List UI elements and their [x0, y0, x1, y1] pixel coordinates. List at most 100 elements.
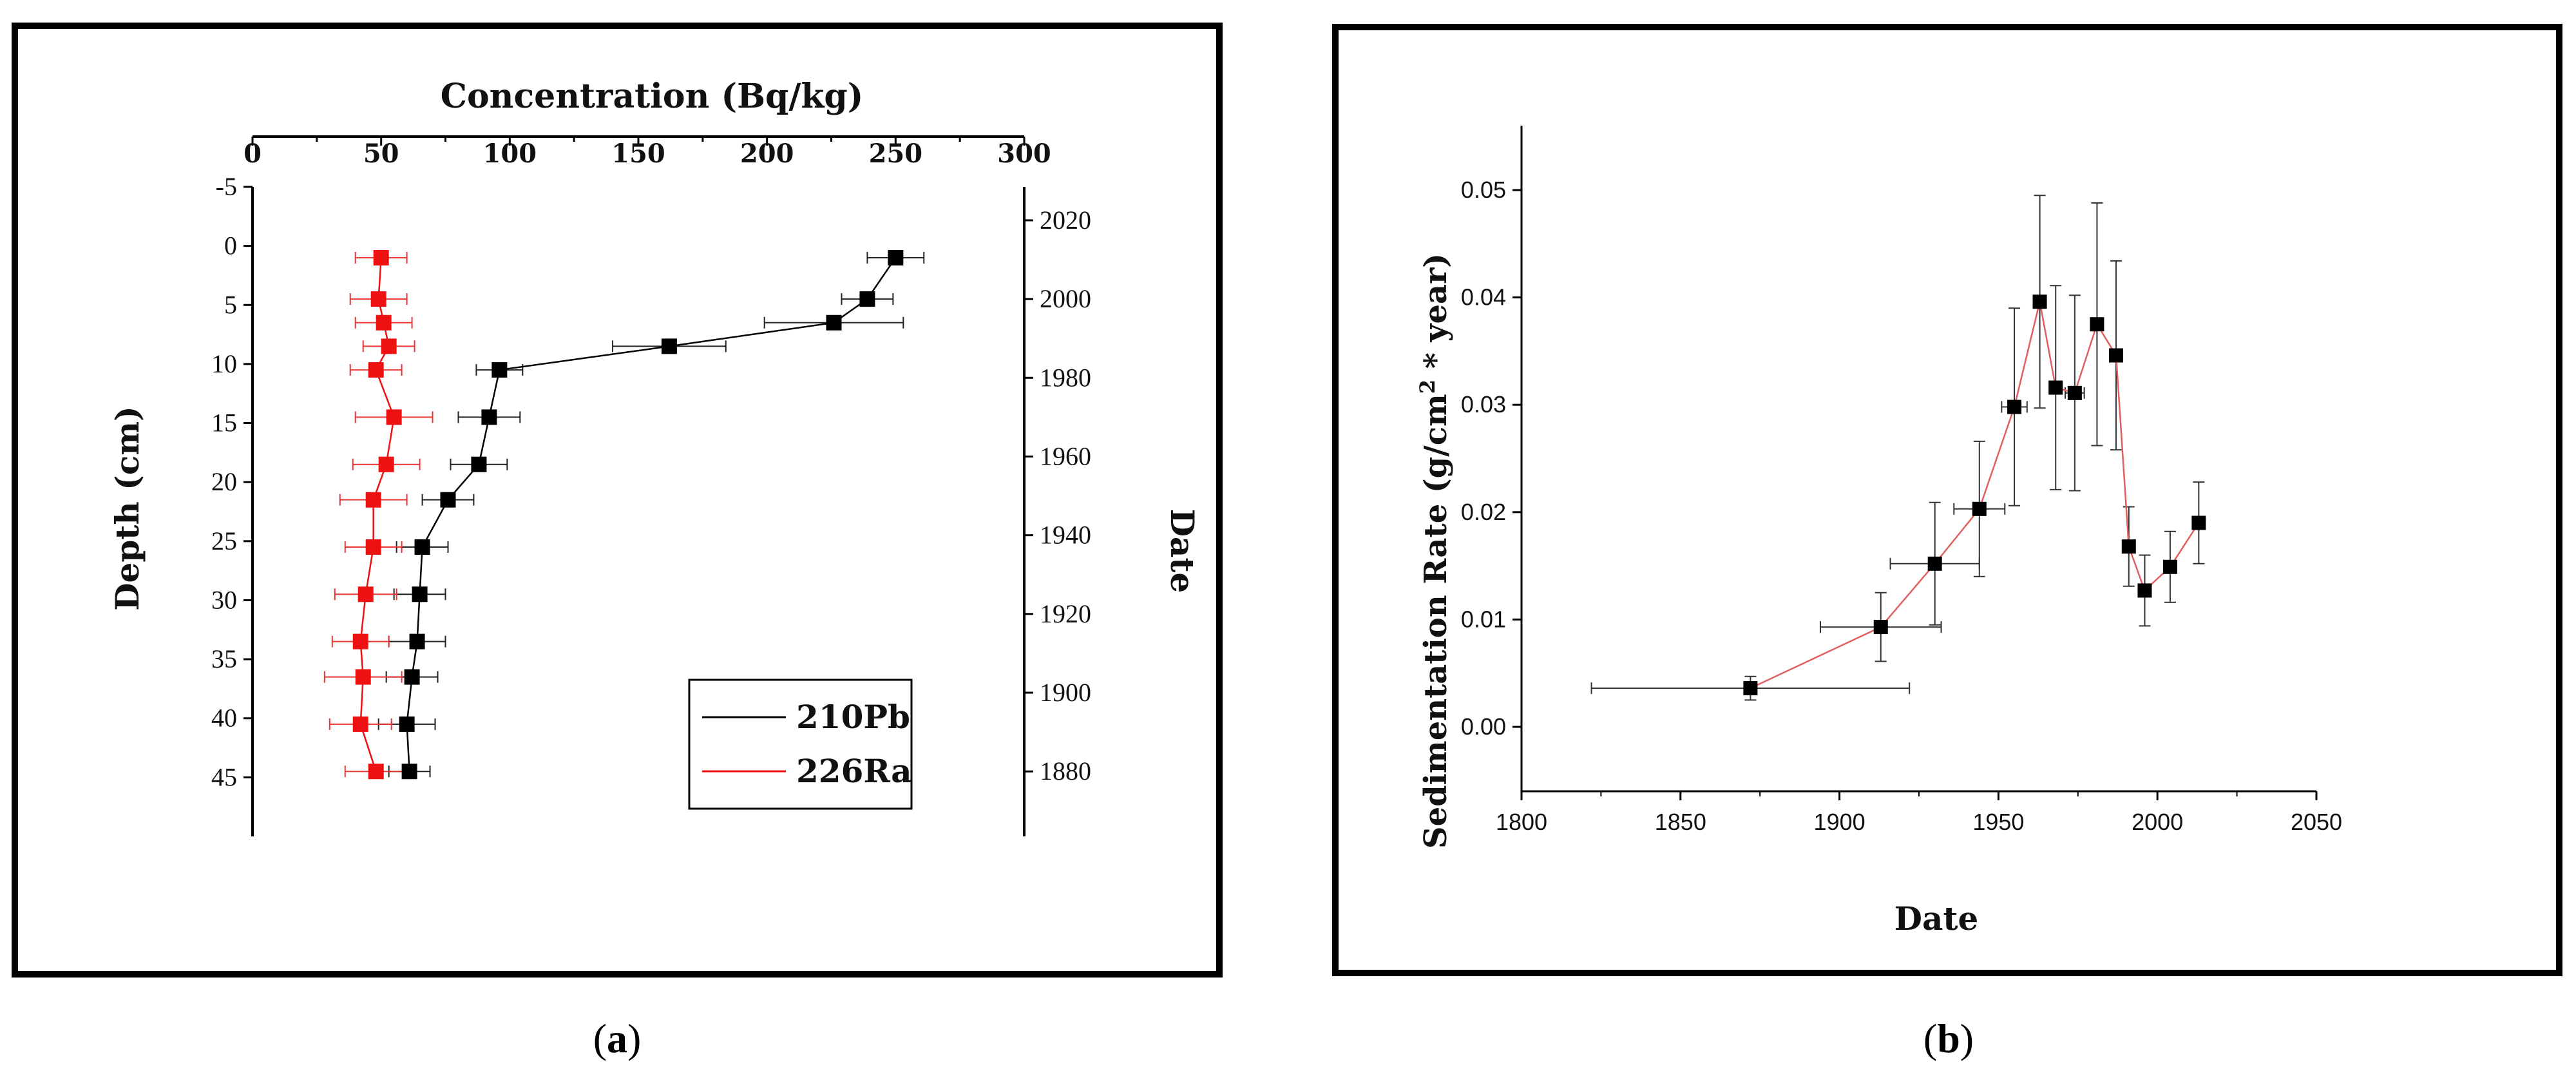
- panel-a-right-tick-label: 1960: [1040, 441, 1091, 470]
- panel-a-x-tick-label: 50: [363, 139, 399, 169]
- panel-b-y-tick-label: 0.01: [1461, 606, 1506, 632]
- data-point: [2162, 559, 2177, 574]
- caption-b-letter: b: [1937, 1016, 1960, 1061]
- data-point: [1743, 681, 1758, 696]
- panel-a-right-tick-label: 1980: [1040, 363, 1091, 392]
- panel-a-y-tick-label: 30: [211, 585, 237, 614]
- data-point-210pb: [471, 456, 487, 472]
- data-point-210pb: [888, 249, 904, 265]
- panel-b-x-tick-label: 1800: [1496, 809, 1547, 835]
- panel-a-y-tick-label: 20: [211, 467, 237, 496]
- caption-b-close: ): [1960, 1016, 1974, 1061]
- data-point-226ra: [355, 669, 371, 685]
- panel-a-right-tick-label: 1920: [1040, 599, 1091, 628]
- panel-b-y-tick-label: 0.05: [1461, 177, 1506, 203]
- panel-b-x-tick-label: 1850: [1655, 809, 1706, 835]
- data-point: [2109, 348, 2124, 363]
- data-point-226ra: [376, 314, 392, 331]
- data-point: [1972, 501, 1987, 516]
- panel-b-x-tick-label: 1950: [1972, 809, 2024, 835]
- series-line: [1750, 301, 2200, 689]
- panel-a-x-tick-label: 200: [740, 139, 794, 169]
- panel-b-x-axis-label: Date: [1894, 900, 1979, 938]
- caption-a-open: (: [593, 1016, 607, 1061]
- panel-a-right-tick-label: 1900: [1040, 678, 1091, 707]
- caption-b: (b): [1923, 1016, 1974, 1061]
- data-point-226ra: [378, 456, 394, 472]
- panel-a-right-tick-label: 1940: [1040, 521, 1091, 550]
- data-point-226ra: [352, 716, 368, 732]
- panel-b-y-tick-label: 0.02: [1461, 499, 1506, 525]
- panel-b-x-tick-label: 2000: [2132, 809, 2183, 835]
- panel-a-y-tick-label: -5: [216, 172, 237, 201]
- data-point-226ra: [352, 633, 368, 650]
- panel-a-y-tick-label: 40: [211, 704, 237, 733]
- data-point-226ra: [365, 492, 381, 508]
- data-point-226ra: [365, 539, 381, 555]
- caption-b-open: (: [1923, 1016, 1937, 1061]
- data-point-210pb: [859, 291, 875, 307]
- panel-a-markers: [352, 249, 904, 780]
- panel-a-right-axis-label: Date: [1163, 509, 1201, 593]
- data-point-210pb: [491, 362, 508, 378]
- panel-a-y-tick-label: 5: [224, 290, 237, 319]
- panel-a-y-tick-label: 45: [211, 762, 237, 791]
- panel-a-frame: [12, 23, 1223, 978]
- panel-b-y-axis-label-tail: * year): [1418, 253, 1454, 380]
- panel-b-y-axis-label: Sedimentation Rate (g/cm2 * year): [1415, 253, 1454, 849]
- data-point: [2121, 539, 2136, 554]
- data-point-210pb: [440, 492, 456, 508]
- data-point: [2032, 294, 2047, 309]
- data-point-210pb: [826, 314, 842, 331]
- panel-a-y-axis-label: Depth (cm): [108, 406, 146, 611]
- panel-a-axes: 0 50 100 150 200 250 300-505101520253035404520…: [211, 135, 1091, 836]
- panel-a-x-tick-label: 300: [997, 139, 1051, 169]
- data-point: [2090, 317, 2104, 332]
- data-point-226ra: [368, 362, 384, 378]
- data-point-210pb: [404, 669, 420, 685]
- caption-a-close: ): [627, 1016, 641, 1061]
- legend-label-210pb: 210Pb: [796, 698, 910, 736]
- caption-a: (a): [593, 1016, 642, 1061]
- panel-b-axes: 1800 1850 1900 1950 2000 2050 0.00 0.01 0.02 0.03…: [1461, 126, 2342, 835]
- panel-a-x-tick-label: 100: [483, 139, 537, 169]
- panel-a-y-tick-label: 15: [211, 409, 237, 438]
- data-point: [2191, 515, 2206, 530]
- data-point-210pb: [399, 716, 415, 732]
- data-point-226ra: [381, 338, 397, 354]
- data-point-210pb: [412, 586, 428, 602]
- panel-b-y-tick-label: 0.00: [1461, 713, 1506, 740]
- data-point: [2007, 400, 2022, 414]
- panel-b-y-tick-label: 0.04: [1461, 284, 1506, 311]
- panel-a-y-tick-label: 35: [211, 644, 237, 673]
- panel-b-y-tick-label: 0.03: [1461, 391, 1506, 418]
- panel-a-right-tick-label: 2020: [1040, 206, 1091, 235]
- panel-b-frame: [1332, 24, 2562, 976]
- data-point: [1927, 556, 1942, 571]
- legend-label-226ra: 226Ra: [796, 752, 911, 790]
- panel-a-y-tick-label: 10: [211, 349, 237, 378]
- panel-a-x-tick-label: 150: [611, 139, 665, 169]
- panel-a-x-tick-label: 0: [243, 139, 262, 169]
- panel-a-right-tick-label: 1880: [1040, 756, 1091, 785]
- data-point-210pb: [481, 409, 497, 425]
- data-point: [1873, 620, 1888, 635]
- panel-a-right-tick-label: 2000: [1040, 284, 1091, 313]
- data-point: [2067, 385, 2082, 400]
- panel-b-x-tick-label: 2050: [2291, 809, 2342, 835]
- caption-a-letter: a: [607, 1016, 627, 1061]
- panel-b-markers: [1743, 294, 2206, 696]
- data-point-226ra: [373, 249, 389, 265]
- panel-a-y-tick-label: 0: [224, 231, 237, 260]
- data-point-210pb: [401, 764, 417, 780]
- panel-a-y-tick-label: 25: [211, 526, 237, 555]
- panel-a-top-axis-label: Concentration (Bq/kg): [441, 77, 864, 116]
- panel-a-legend: 210Pb 226Ra: [688, 679, 913, 810]
- data-point-210pb: [414, 539, 430, 555]
- panel-b-y-axis-label-main: Sedimentation Rate (g/cm: [1418, 394, 1454, 849]
- data-point: [2048, 380, 2063, 395]
- data-point-210pb: [409, 633, 425, 650]
- legend-box: [688, 679, 913, 810]
- data-point-226ra: [386, 409, 402, 425]
